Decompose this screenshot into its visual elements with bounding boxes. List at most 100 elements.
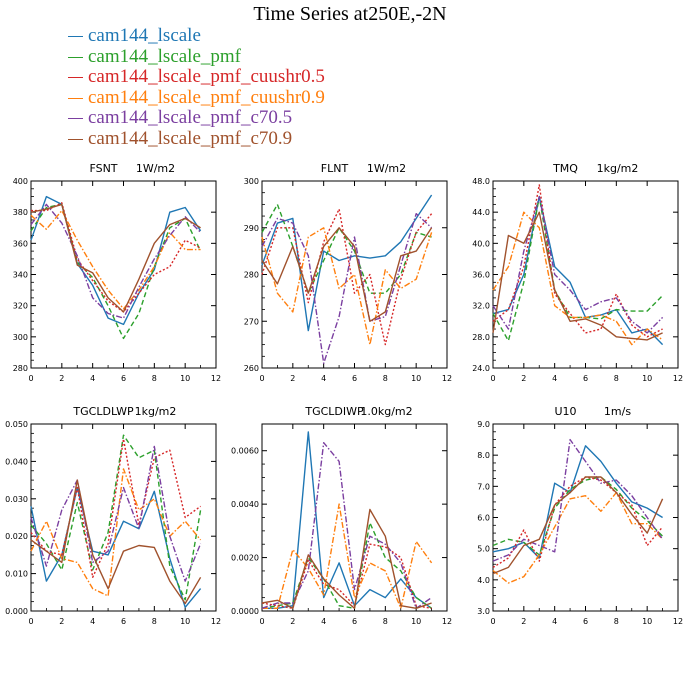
legend-swatch (68, 138, 83, 140)
panel-tmq: TMQ 1kg/m2 0 2 4 6 8 10 12 24.0 28.0 32.0 36.0 40.0 44… (472, 162, 683, 383)
series-line (30, 479, 202, 605)
y-tick-label: 300 (244, 177, 259, 186)
x-tick-label: 12 (211, 617, 221, 626)
x-tick-label: 12 (442, 617, 452, 626)
x-tick-label: 10 (411, 617, 421, 626)
x-tick-label: 4 (321, 374, 326, 383)
x-tick-label: 8 (614, 374, 619, 383)
y-tick-label: 0.040 (5, 457, 28, 466)
series-line (492, 211, 664, 346)
y-tick-label: 400 (13, 177, 28, 186)
panel-title: TGCLDIWP (304, 405, 364, 418)
x-tick-label: 6 (583, 617, 588, 626)
y-tick-label: 260 (244, 364, 259, 373)
y-tick-label: 360 (13, 239, 28, 248)
panel-units: 1.0kg/m2 (360, 405, 412, 418)
x-tick-label: 6 (121, 617, 126, 626)
y-tick-label: 8.0 (477, 451, 490, 460)
panel-title: TMQ (552, 162, 578, 175)
x-tick-label: 0 (259, 617, 264, 626)
panel-flnt: FLNT 1W/m2 0 2 4 6 8 10 12 260 270 280 290 300 (244, 162, 452, 383)
series-line (30, 209, 201, 310)
series-line (492, 438, 664, 562)
panel-units: 1W/m2 (367, 162, 406, 175)
y-tick-label: 0.020 (5, 532, 28, 541)
x-tick-label: 12 (673, 374, 683, 383)
series-line (262, 431, 432, 609)
y-tick-label: 5.0 (477, 545, 490, 554)
series-line (261, 208, 433, 346)
y-tick-label: 280 (244, 271, 259, 280)
panel-units: 1m/s (604, 405, 631, 418)
x-tick-label: 2 (521, 374, 526, 383)
plot-frame (30, 180, 217, 369)
series-line (262, 503, 433, 609)
legend-swatch (68, 77, 83, 78)
series-line (492, 491, 664, 584)
series-line (30, 203, 202, 340)
y-tick-label: 0.000 (5, 607, 28, 616)
y-tick-label: 32.0 (472, 302, 490, 311)
series-line (30, 445, 202, 582)
series-line (492, 184, 663, 338)
legend-label: cam144_lscale_pmf (88, 45, 242, 67)
series-line (261, 442, 432, 609)
x-tick-label: 0 (28, 617, 33, 626)
series-line (492, 195, 664, 342)
series-line (261, 543, 432, 609)
y-tick-label: 0.030 (5, 495, 28, 504)
x-tick-label: 4 (90, 617, 95, 626)
x-tick-label: 2 (290, 617, 295, 626)
x-tick-label: 2 (521, 617, 526, 626)
x-tick-label: 6 (352, 617, 357, 626)
panel-u10: U10 1m/s 0 2 4 6 8 10 12 3.0 4.0 5.0 6.0 7.0 8.0 9.0 (477, 405, 683, 626)
legend-swatch (68, 118, 83, 119)
series-line (492, 195, 664, 334)
series-line (30, 438, 202, 578)
x-tick-label: 12 (442, 374, 452, 383)
x-tick-label: 10 (411, 374, 421, 383)
x-tick-label: 0 (490, 374, 495, 383)
panel-title: TGCLDLWP (72, 405, 134, 418)
y-tick-label: 40.0 (472, 239, 490, 248)
y-tick-label: 0.0020 (231, 554, 259, 563)
y-tick-label: 48.0 (472, 177, 490, 186)
x-tick-label: 0 (490, 617, 495, 626)
y-tick-label: 0.0040 (231, 500, 259, 509)
x-tick-label: 8 (383, 617, 388, 626)
y-tick-label: 36.0 (472, 271, 490, 280)
legend-label: cam144_lscale_pmf_c70.5 (88, 107, 293, 128)
x-tick-label: 2 (290, 374, 295, 383)
series-line (261, 227, 433, 322)
y-tick-label: 0.0060 (231, 447, 259, 456)
plot-frame (492, 423, 679, 612)
y-tick-label: 0.010 (5, 570, 28, 579)
x-tick-label: 10 (180, 617, 190, 626)
y-tick-label: 4.0 (477, 576, 490, 585)
x-tick-label: 10 (642, 617, 652, 626)
y-tick-label: 300 (13, 333, 28, 342)
panel-units: 1kg/m2 (597, 162, 639, 175)
y-tick-label: 9.0 (477, 420, 490, 429)
x-tick-label: 8 (383, 374, 388, 383)
y-tick-label: 24.0 (472, 364, 490, 373)
y-tick-label: 340 (13, 271, 28, 280)
legend-swatch (68, 36, 83, 37)
panel-tgcldlwp: TGCLDLWP 1kg/m2 0 2 4 6 8 10 12 0.000 0.010 0.020 0.… (5, 405, 221, 626)
y-tick-label: 7.0 (477, 482, 490, 491)
x-tick-label: 12 (211, 374, 221, 383)
series-line (492, 195, 664, 346)
panel-units: 1W/m2 (136, 162, 175, 175)
series-line (30, 195, 202, 326)
y-tick-label: 28.0 (472, 333, 490, 342)
x-tick-label: 10 (642, 374, 652, 383)
series-line (261, 203, 432, 294)
plot-frame (261, 423, 448, 612)
page-title: Time Series at250E,-2N (253, 3, 447, 25)
x-tick-label: 8 (152, 617, 157, 626)
x-tick-label: 2 (59, 617, 64, 626)
series-line (30, 203, 202, 319)
series-line (261, 194, 433, 332)
series-line (261, 227, 433, 346)
